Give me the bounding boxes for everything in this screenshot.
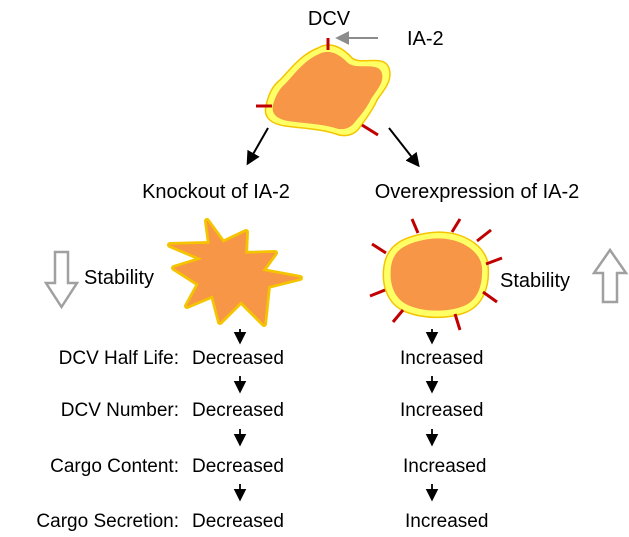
stability-right-label: Stability: [500, 270, 570, 292]
row-label-half-life: DCV Half Life:: [59, 348, 179, 369]
overexpression-vesicle: [369, 218, 503, 331]
row-label-cargo-content: Cargo Content:: [50, 456, 179, 477]
row-label-number: DCV Number:: [61, 400, 179, 421]
overexpression-value-cargo-content: Increased: [403, 456, 486, 477]
top-vesicle-body: [272, 51, 383, 130]
top-vesicle: [256, 38, 391, 137]
stability-left-label: Stability: [84, 267, 154, 289]
ia2-marker-o8: [369, 288, 386, 298]
stability-down-arrow-icon: [43, 250, 80, 310]
ia2-marker-o9: [371, 242, 387, 255]
overexpression-value-number: Increased: [400, 400, 483, 421]
overexpression-title: Overexpression of IA-2: [375, 181, 580, 203]
branch-arrow-right: [388, 127, 420, 168]
knockout-vesicle-body: [169, 220, 301, 325]
ia2-label: IA-2: [407, 28, 444, 50]
ia2-marker-right: [361, 123, 379, 137]
ia2-marker-o6: [453, 313, 462, 331]
ia2-marker-o1: [410, 218, 420, 234]
overexpression-value-half-life: Increased: [400, 348, 483, 369]
dcv-label: DCV: [308, 8, 351, 30]
branch-arrow-left: [246, 127, 269, 166]
knockout-value-half-life: Decreased: [192, 348, 284, 369]
ia2-marker-o4: [485, 256, 503, 266]
knockout-value-cargo-secretion: Decreased: [192, 511, 284, 532]
ia2-marker-o7: [391, 309, 405, 323]
row-label-cargo-secretion: Cargo Secretion:: [36, 511, 179, 532]
ia2-marker-o5: [482, 290, 498, 304]
ia2-marker-o3: [476, 228, 492, 243]
knockout-value-cargo-content: Decreased: [192, 456, 284, 477]
knockout-title: Knockout of IA-2: [142, 181, 290, 203]
stability-up-arrow-icon: [591, 247, 629, 304]
knockout-vesicle: [167, 218, 303, 327]
ia2-marker-o2: [450, 218, 462, 233]
overexpression-vesicle-body: [390, 238, 483, 311]
overexpression-value-cargo-secretion: Increased: [405, 511, 488, 532]
knockout-value-number: Decreased: [192, 400, 284, 421]
